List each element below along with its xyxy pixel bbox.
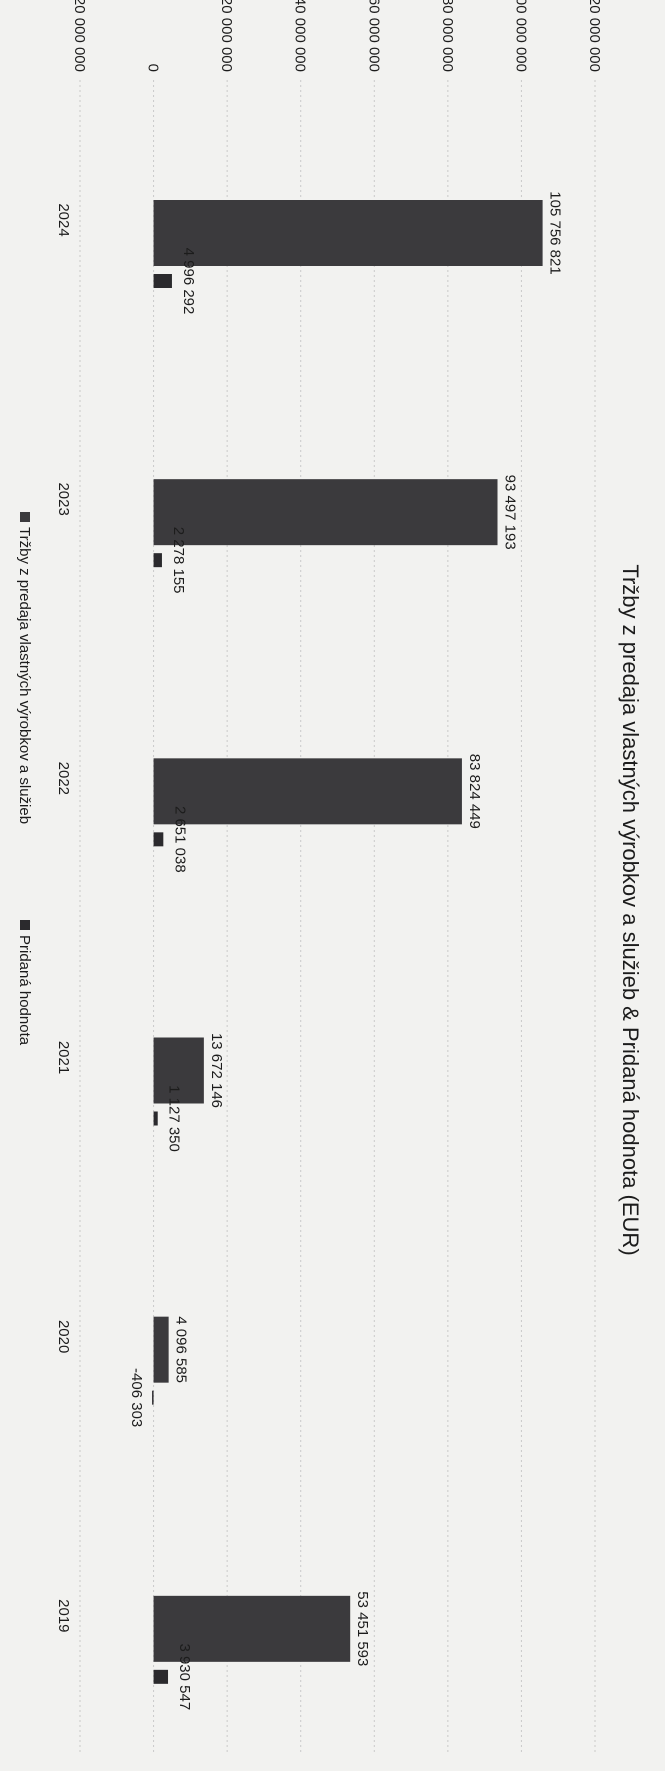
category-label: 2022: [55, 762, 72, 795]
bar-series-2: [153, 1111, 158, 1126]
category-label: 2024: [55, 203, 72, 236]
y-tick-label: 100 000 000: [512, 0, 529, 72]
chart-title: Tržby z predaja vlastných výrobkov a slu…: [618, 564, 643, 1255]
legend-label-series-2: Pridaná hodnota: [16, 935, 33, 1046]
bar-series-2: [153, 1669, 169, 1684]
data-label-series-1: 93 497 193: [502, 475, 519, 550]
bar-series-1: [153, 758, 462, 825]
data-label-series-1: 53 451 593: [354, 1591, 371, 1666]
category-label: 2020: [55, 1320, 72, 1353]
category-label: 2021: [55, 1041, 72, 1074]
legend-swatch-series-1: [20, 512, 30, 522]
y-tick-label: 20 000 000: [218, 0, 235, 72]
bar-series-2: [153, 832, 164, 847]
legend-swatch-series-2: [20, 920, 30, 930]
legend-label-series-1: Tržby z predaja vlastných výrobkov a slu…: [16, 527, 33, 824]
data-label-series-2: 2 278 155: [170, 527, 187, 594]
data-label-series-2: 1 127 350: [166, 1085, 183, 1152]
data-label-series-1: 105 756 821: [547, 191, 564, 274]
bar-series-2: [152, 1390, 154, 1405]
data-label-series-2: -406 303: [128, 1368, 145, 1427]
bar-series-2: [153, 274, 172, 288]
bar-series-1: [153, 479, 498, 546]
data-label-series-1: 83 824 449: [466, 754, 483, 829]
y-tick-label: 80 000 000: [439, 0, 456, 72]
y-tick-label: 120 000 000: [586, 0, 603, 72]
y-tick-label: 40 000 000: [292, 0, 309, 72]
data-label-series-2: 2 651 038: [171, 806, 188, 873]
data-label-series-2: 3 930 547: [176, 1643, 193, 1710]
y-tick-label: 0: [145, 64, 162, 72]
category-label: 2023: [55, 482, 72, 515]
bar-series-1: [153, 1037, 204, 1104]
y-tick-label: 60 000 000: [365, 0, 382, 72]
data-label-series-1: 13 672 146: [208, 1033, 225, 1108]
category-label: 2019: [55, 1599, 72, 1632]
bar-series-1: [153, 200, 543, 266]
data-label-series-1: 4 096 585: [173, 1316, 190, 1383]
bar-series-1: [153, 1595, 351, 1662]
data-label-series-2: 4 996 292: [180, 248, 197, 315]
bar-series-1: [153, 1316, 169, 1383]
bar-series-2: [153, 553, 162, 568]
y-tick-label: -20 000 000: [71, 0, 88, 72]
